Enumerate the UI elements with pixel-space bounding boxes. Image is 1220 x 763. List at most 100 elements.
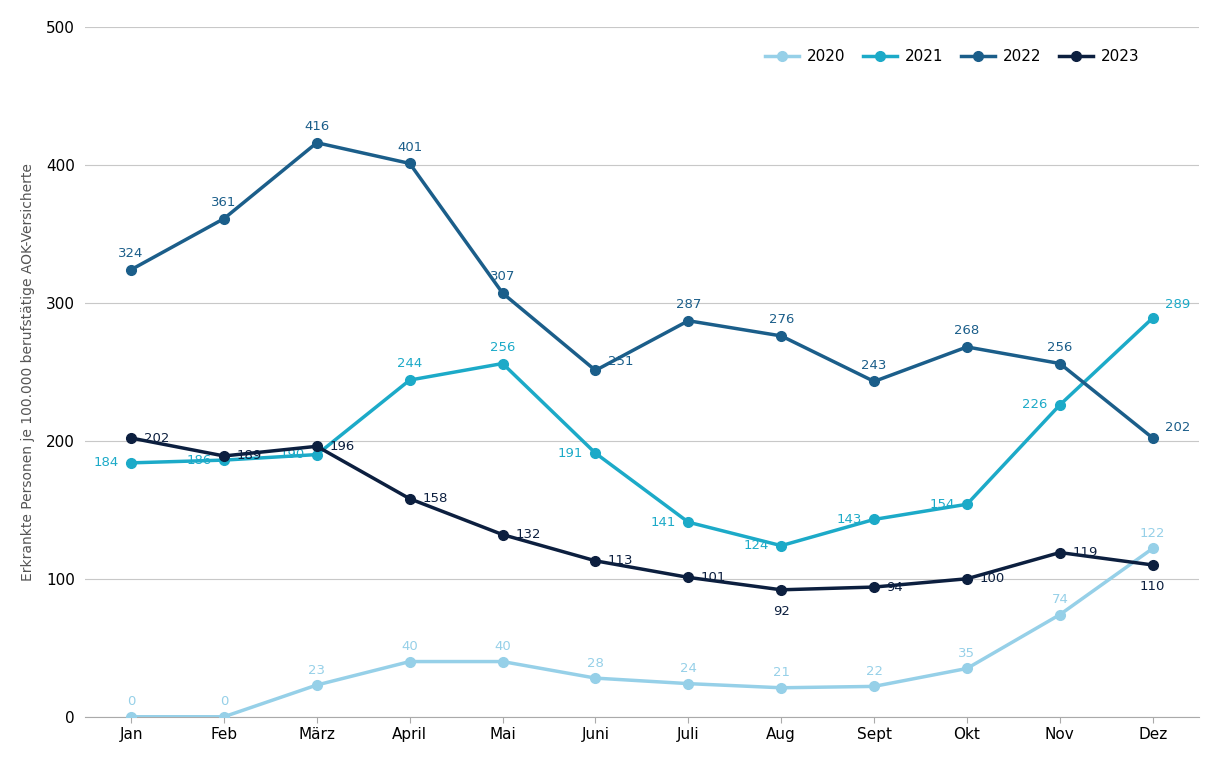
2023 [217, 452, 232, 461]
Text: 143: 143 [836, 513, 861, 526]
Text: 110: 110 [1139, 580, 1165, 594]
2022 [123, 265, 138, 274]
Text: 244: 244 [396, 357, 422, 370]
2020 [588, 674, 603, 683]
2020 [960, 664, 975, 673]
Y-axis label: Erkrankte Personen je 100.000 berufstätige AOK-Versicherte: Erkrankte Personen je 100.000 berufstäti… [21, 163, 35, 581]
Text: 40: 40 [401, 640, 418, 653]
Text: 21: 21 [772, 666, 789, 679]
Text: 196: 196 [329, 439, 355, 452]
Text: 251: 251 [608, 355, 633, 368]
Text: 243: 243 [861, 359, 887, 372]
Line: 2023: 2023 [126, 433, 1158, 594]
Text: 191: 191 [558, 446, 583, 459]
2023 [310, 442, 325, 451]
2022 [1146, 433, 1160, 443]
Line: 2020: 2020 [126, 543, 1158, 722]
Text: 113: 113 [608, 555, 633, 568]
Text: 289: 289 [1165, 298, 1191, 311]
Text: 190: 190 [279, 448, 304, 461]
Text: 361: 361 [211, 196, 237, 209]
Text: 0: 0 [220, 695, 228, 708]
Text: 74: 74 [1052, 594, 1069, 607]
Text: 307: 307 [490, 270, 515, 283]
Text: 189: 189 [237, 449, 262, 462]
Text: 287: 287 [676, 298, 702, 311]
Text: 94: 94 [887, 581, 903, 594]
Text: 184: 184 [94, 456, 118, 469]
Text: 28: 28 [587, 657, 604, 670]
2020 [310, 681, 325, 690]
2023 [960, 575, 975, 584]
2023 [1053, 548, 1068, 557]
Text: 101: 101 [700, 571, 726, 584]
2022 [773, 331, 788, 340]
2020 [403, 657, 417, 666]
2021 [1053, 401, 1068, 410]
Text: 35: 35 [959, 647, 976, 660]
Text: 256: 256 [490, 341, 515, 354]
Text: 100: 100 [980, 572, 1005, 585]
Text: 23: 23 [309, 664, 326, 677]
2022 [495, 288, 510, 298]
2023 [403, 494, 417, 504]
Text: 226: 226 [1022, 398, 1047, 411]
2023 [681, 573, 695, 582]
Text: 122: 122 [1139, 527, 1165, 540]
Text: 141: 141 [650, 516, 676, 529]
Text: 40: 40 [494, 640, 511, 653]
Text: 154: 154 [930, 497, 954, 510]
2020 [681, 679, 695, 688]
Text: 401: 401 [396, 140, 422, 153]
2022 [960, 343, 975, 352]
2020 [1053, 610, 1068, 620]
Text: 92: 92 [772, 605, 789, 618]
2023 [1146, 560, 1160, 569]
Text: 324: 324 [118, 247, 144, 260]
2022 [866, 377, 881, 386]
Text: 202: 202 [144, 432, 170, 445]
2023 [866, 582, 881, 591]
2020 [495, 657, 510, 666]
2021 [960, 500, 975, 509]
2022 [403, 159, 417, 168]
2021 [495, 359, 510, 368]
2021 [1146, 314, 1160, 323]
Text: 124: 124 [743, 539, 769, 552]
2020 [866, 682, 881, 691]
2023 [588, 556, 603, 565]
2020 [773, 683, 788, 692]
Text: 202: 202 [1165, 421, 1191, 434]
Text: 276: 276 [769, 313, 794, 327]
2021 [310, 450, 325, 459]
Text: 158: 158 [422, 492, 448, 505]
Legend: 2020, 2021, 2022, 2023: 2020, 2021, 2022, 2023 [758, 41, 1147, 72]
2023 [123, 433, 138, 443]
2022 [681, 316, 695, 325]
2022 [588, 365, 603, 375]
2022 [310, 138, 325, 147]
Text: 24: 24 [680, 662, 697, 675]
2020 [1146, 544, 1160, 553]
Text: 132: 132 [515, 528, 540, 541]
2021 [866, 515, 881, 524]
2022 [1053, 359, 1068, 368]
Text: 119: 119 [1072, 546, 1098, 559]
Text: 186: 186 [187, 453, 211, 467]
2022 [217, 214, 232, 224]
Line: 2022: 2022 [126, 138, 1158, 443]
2021 [588, 449, 603, 458]
2023 [773, 585, 788, 594]
Text: 416: 416 [304, 120, 329, 133]
2021 [403, 375, 417, 385]
Text: 0: 0 [127, 695, 135, 708]
2020 [217, 712, 232, 721]
2020 [123, 712, 138, 721]
2021 [217, 456, 232, 465]
Line: 2021: 2021 [126, 313, 1158, 551]
2021 [123, 459, 138, 468]
Text: 22: 22 [866, 665, 882, 678]
2021 [773, 541, 788, 550]
Text: 268: 268 [954, 324, 980, 337]
2021 [681, 517, 695, 526]
